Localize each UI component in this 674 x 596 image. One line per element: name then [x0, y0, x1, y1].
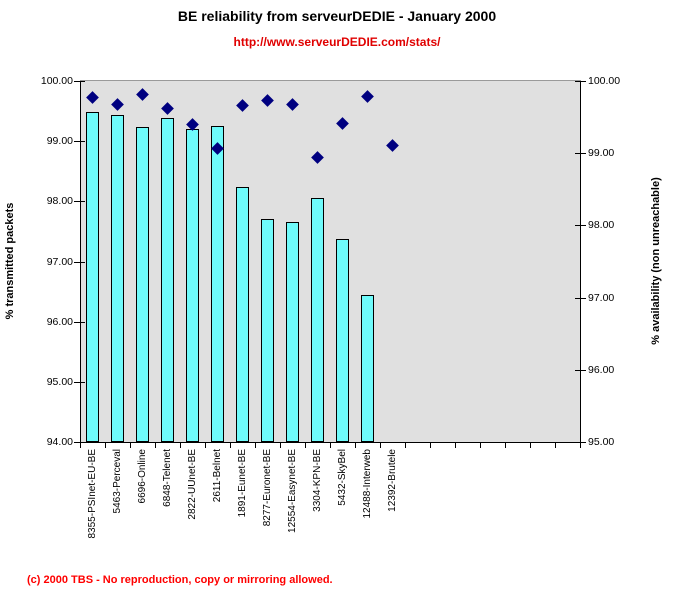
x-axis-tick: [130, 443, 131, 448]
y-tick-label-right: 100.00: [588, 75, 621, 87]
y-axis-tick-right: [575, 81, 586, 82]
y-axis-tick-right: [575, 225, 586, 227]
y-axis-tick-right: [575, 153, 586, 155]
x-axis-tick: [580, 443, 581, 448]
bar-2822-UUnet-BE: [186, 129, 199, 442]
x-axis-label: 2611-Belnet: [212, 449, 223, 503]
x-axis-tick: [255, 443, 256, 448]
chart-title: BE reliability from serveurDEDIE - Janua…: [177, 8, 497, 24]
y-tick-label-right: 95.00: [588, 436, 615, 448]
x-axis-label: 2822-UUnet-BE: [187, 449, 198, 520]
plot-area: [80, 80, 581, 443]
y-axis-tick-left: [74, 442, 85, 443]
y-axis-tick-left: [74, 141, 85, 143]
x-axis-tick: [330, 443, 331, 448]
x-axis-line: [80, 442, 581, 443]
y-tick-label-left: 94.00: [46, 436, 73, 448]
y-tick-label-left: 100.00: [40, 75, 73, 87]
plot-top-border: [80, 80, 581, 81]
x-axis-label: 5463-Perceval: [112, 449, 123, 514]
copyright-note: (c) 2000 TBS - No reproduction, copy or …: [27, 574, 333, 586]
x-axis-tick: [305, 443, 306, 448]
y-tick-label-left: 97.00: [46, 255, 73, 268]
y-tick-label-right: 97.00: [588, 291, 615, 304]
bar-6696-Online: [136, 126, 149, 442]
right-axis-title: % availability (non unreachable): [650, 177, 662, 345]
x-axis-label: 1891-Eunet-BE: [237, 449, 248, 518]
bar-8277-Euronet-BE: [261, 219, 274, 442]
x-axis-label: 6696-Online: [137, 449, 148, 504]
x-axis-tick: [530, 443, 531, 448]
y-axis-tick-left: [74, 201, 85, 203]
x-axis-label: 5432-SkyBel: [337, 449, 348, 506]
bar-8355-PSInet-EU-BE: [86, 112, 99, 442]
y-tick-label-left: 95.00: [46, 375, 73, 388]
x-axis-tick: [405, 443, 406, 448]
y-axis-tick-left: [74, 261, 85, 263]
x-axis-tick: [505, 443, 506, 448]
x-axis-tick: [430, 443, 431, 448]
x-axis-tick: [105, 443, 106, 448]
bar-2611-Belnet: [211, 125, 224, 442]
y-axis-tick-left: [74, 321, 85, 323]
x-axis-tick: [380, 443, 381, 448]
x-axis-label: 8355-PSInet-EU-BE: [87, 449, 98, 539]
bar-3304-KPN-BE: [311, 197, 324, 442]
y-axis-tick-right: [575, 297, 586, 299]
x-axis-tick: [155, 443, 156, 448]
y-tick-label-left: 99.00: [46, 135, 73, 148]
chart-subtitle-url: http://www.serveurDEDIE.com/stats/: [233, 35, 441, 49]
x-axis-label: 8277-Euronet-BE: [262, 449, 273, 527]
left-axis-title: % transmitted packets: [4, 202, 16, 320]
x-axis-tick: [230, 443, 231, 448]
bar-12488-Interweb: [361, 295, 374, 442]
y-axis-tick-left: [74, 381, 85, 383]
x-axis-tick: [280, 443, 281, 448]
y-tick-label-left: 98.00: [46, 195, 73, 208]
y-tick-label-right: 98.00: [588, 219, 615, 232]
x-axis-label: 12488-Interweb: [362, 449, 373, 519]
x-axis-tick: [80, 443, 81, 448]
bar-1891-Eunet-BE: [236, 186, 249, 442]
x-axis-label: 3304-KPN-BE: [312, 449, 323, 512]
y-axis-tick-right: [575, 369, 586, 371]
y-axis-tick-right: [575, 442, 586, 443]
x-axis-label: 6848-Telenet: [162, 449, 173, 507]
x-axis-tick: [205, 443, 206, 448]
y-tick-label-right: 99.00: [588, 147, 615, 160]
x-axis-label: 12392-Brutele: [387, 449, 398, 512]
x-axis-tick: [355, 443, 356, 448]
x-axis-tick: [480, 443, 481, 448]
bar-5432-SkyBel: [336, 239, 349, 442]
x-axis-tick: [555, 443, 556, 448]
x-axis-tick: [455, 443, 456, 448]
x-axis-tick: [180, 443, 181, 448]
y-tick-label-right: 96.00: [588, 363, 615, 376]
bar-6848-Telenet: [161, 118, 174, 442]
y-axis-tick-left: [74, 81, 85, 82]
bar-5463-Perceval: [111, 115, 124, 442]
bar-12554-Easynet-BE: [286, 222, 299, 442]
y-tick-label-left: 96.00: [46, 315, 73, 328]
y-axis-right-line: [580, 81, 581, 443]
x-axis-label: 12554-Easynet-BE: [287, 449, 298, 533]
